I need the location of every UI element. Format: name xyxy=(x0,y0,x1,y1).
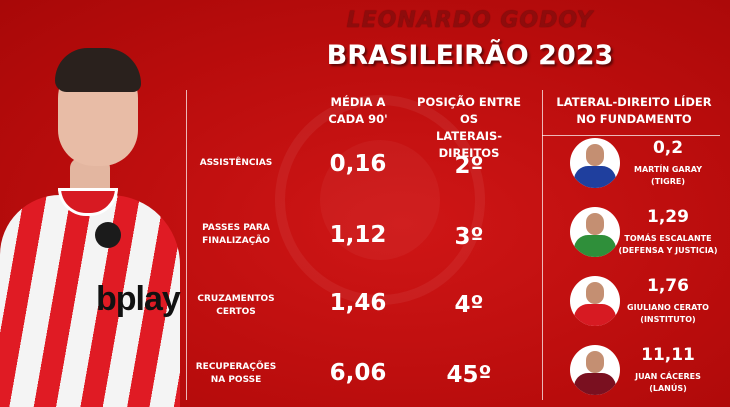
stat-label-line2: NA POSSE xyxy=(210,375,262,385)
leader-team: (DEFENSA Y JUSTICIA) xyxy=(618,246,718,255)
player-photo: bplay xyxy=(0,30,200,407)
player-name-title: LEONARDO GODOY xyxy=(346,8,594,33)
leader-player-name: TOMÁS ESCALANTE xyxy=(624,234,712,243)
stat-rank: 3º xyxy=(454,224,484,250)
shirt-sponsor: bplay xyxy=(96,280,181,318)
leader-card: 0,2 MARTÍN GARAY (TIGRE) xyxy=(556,138,716,198)
leader-avatar xyxy=(570,138,620,188)
avatar-face xyxy=(586,144,604,166)
leader-header-divider xyxy=(542,135,720,136)
stat-label-line2: FINALIZAÇÃO xyxy=(202,236,270,246)
leader-card: 11,11 JUAN CÁCERES (LANÚS) xyxy=(556,345,716,405)
avatar-face xyxy=(586,351,604,373)
leader-team: (LANÚS) xyxy=(649,384,687,393)
stat-label-key-passes: PASSES PARA FINALIZAÇÃO xyxy=(192,222,280,248)
stat-average: 0,16 xyxy=(329,151,387,177)
leader-team: (INSTITUTO) xyxy=(640,315,696,324)
average-header-line1: MÉDIA A xyxy=(330,95,386,109)
leader-avatar xyxy=(570,207,620,257)
stat-label-line1: PASSES PARA xyxy=(202,223,270,233)
leader-value: 1,76 xyxy=(647,276,689,296)
stat-average: 6,06 xyxy=(329,360,387,386)
leader-avatar xyxy=(570,345,620,395)
leader-header-line2: NO FUNDAMENTO xyxy=(576,112,692,126)
player-hair xyxy=(55,48,141,92)
leader-value: 11,11 xyxy=(641,345,695,365)
position-header-line2: LATERAIS-DIREITOS xyxy=(435,129,503,160)
avatar-kit xyxy=(574,166,616,188)
leader-name: MARTÍN GARAY (TIGRE) xyxy=(618,164,718,188)
stat-rank: 4º xyxy=(454,292,484,318)
striped-shirt xyxy=(0,195,180,407)
watermark-logo xyxy=(275,95,485,305)
leader-value: 1,29 xyxy=(647,207,689,227)
avatar-face xyxy=(586,213,604,235)
stat-rank: 45º xyxy=(446,362,492,388)
leader-card: 1,76 GIULIANO CERATO (INSTITUTO) xyxy=(556,276,716,336)
divider-right xyxy=(542,90,543,400)
leader-player-name: GIULIANO CERATO xyxy=(627,303,709,312)
stat-label-assists: ASSISTÊNCIAS xyxy=(192,157,280,170)
stat-rank: 2º xyxy=(454,153,484,179)
stat-label-line2: CERTOS xyxy=(216,307,256,317)
leader-avatar xyxy=(570,276,620,326)
stat-label-crosses: CRUZAMENTOS CERTOS xyxy=(192,293,280,319)
divider-left xyxy=(186,90,187,400)
leader-player-name: MARTÍN GARAY xyxy=(633,165,702,174)
leader-team: (TIGRE) xyxy=(651,177,685,186)
position-column-header: POSIÇÃO ENTRE OS LATERAIS-DIREITOS xyxy=(408,94,530,162)
leader-player-name: JUAN CÁCERES xyxy=(635,372,701,381)
position-header-line1: POSIÇÃO ENTRE OS xyxy=(417,95,521,126)
stat-average: 1,12 xyxy=(329,222,387,248)
leader-column-header: LATERAL-DIREITO LÍDER NO FUNDAMENTO xyxy=(548,94,720,128)
stat-average: 1,46 xyxy=(329,290,387,316)
leader-card: 1,29 TOMÁS ESCALANTE (DEFENSA Y JUSTICIA… xyxy=(556,207,718,267)
leader-name: JUAN CÁCERES (LANÚS) xyxy=(618,371,718,395)
stat-label-recoveries: RECUPERAÇÕES NA POSSE xyxy=(192,361,280,387)
stat-label-line1: CRUZAMENTOS xyxy=(197,294,275,304)
avatar-kit xyxy=(574,373,616,395)
competition-title: BRASILEIRÃO 2023 xyxy=(326,40,614,71)
leader-value: 0,2 xyxy=(652,138,684,158)
leader-name: TOMÁS ESCALANTE (DEFENSA Y JUSTICIA) xyxy=(618,233,718,257)
average-header-line2: CADA 90' xyxy=(328,112,388,126)
club-crest-icon xyxy=(95,222,121,248)
avatar-kit xyxy=(574,304,616,326)
leader-name: GIULIANO CERATO (INSTITUTO) xyxy=(618,302,718,326)
avatar-face xyxy=(586,282,604,304)
leader-header-line1: LATERAL-DIREITO LÍDER xyxy=(556,95,712,109)
avatar-kit xyxy=(574,235,616,257)
stat-label-line1: ASSISTÊNCIAS xyxy=(199,158,273,168)
average-column-header: MÉDIA A CADA 90' xyxy=(314,94,402,128)
stat-label-line1: RECUPERAÇÕES xyxy=(195,362,277,372)
